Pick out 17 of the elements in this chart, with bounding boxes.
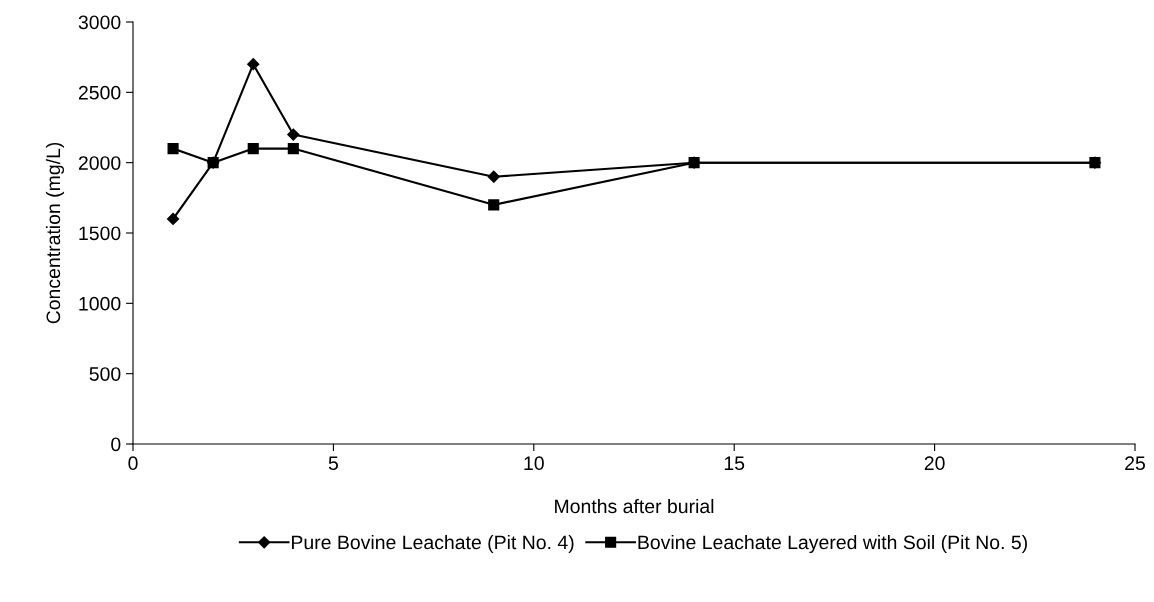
legend-label: Pure Bovine Leachate (Pit No. 4) — [292, 534, 574, 554]
x-axis-title: Months after burial — [555, 498, 714, 514]
y-tick-label: 1500 — [79, 226, 121, 241]
y-tick-label: 500 — [89, 367, 121, 381]
x-tick-label: 5 — [328, 456, 338, 471]
x-tick-label: 0 — [128, 456, 138, 471]
x-tick-label: 15 — [724, 456, 745, 471]
y-tick-label: 2500 — [78, 85, 121, 100]
y-axis-title: Concentration (mg/L) — [45, 142, 65, 324]
y-tick-label: 2000 — [78, 156, 121, 170]
x-tick-label: 25 — [1125, 456, 1145, 471]
y-tick-label: 1000 — [79, 296, 121, 311]
y-tick-label: 3000 — [78, 15, 121, 30]
x-tick-label: 20 — [924, 456, 945, 471]
y-tick-label: 0 — [111, 437, 121, 452]
legend-label: Bovine Leachate Layered with Soil (Pit No. 5) — [638, 534, 1027, 554]
x-tick-label: 10 — [524, 456, 544, 471]
